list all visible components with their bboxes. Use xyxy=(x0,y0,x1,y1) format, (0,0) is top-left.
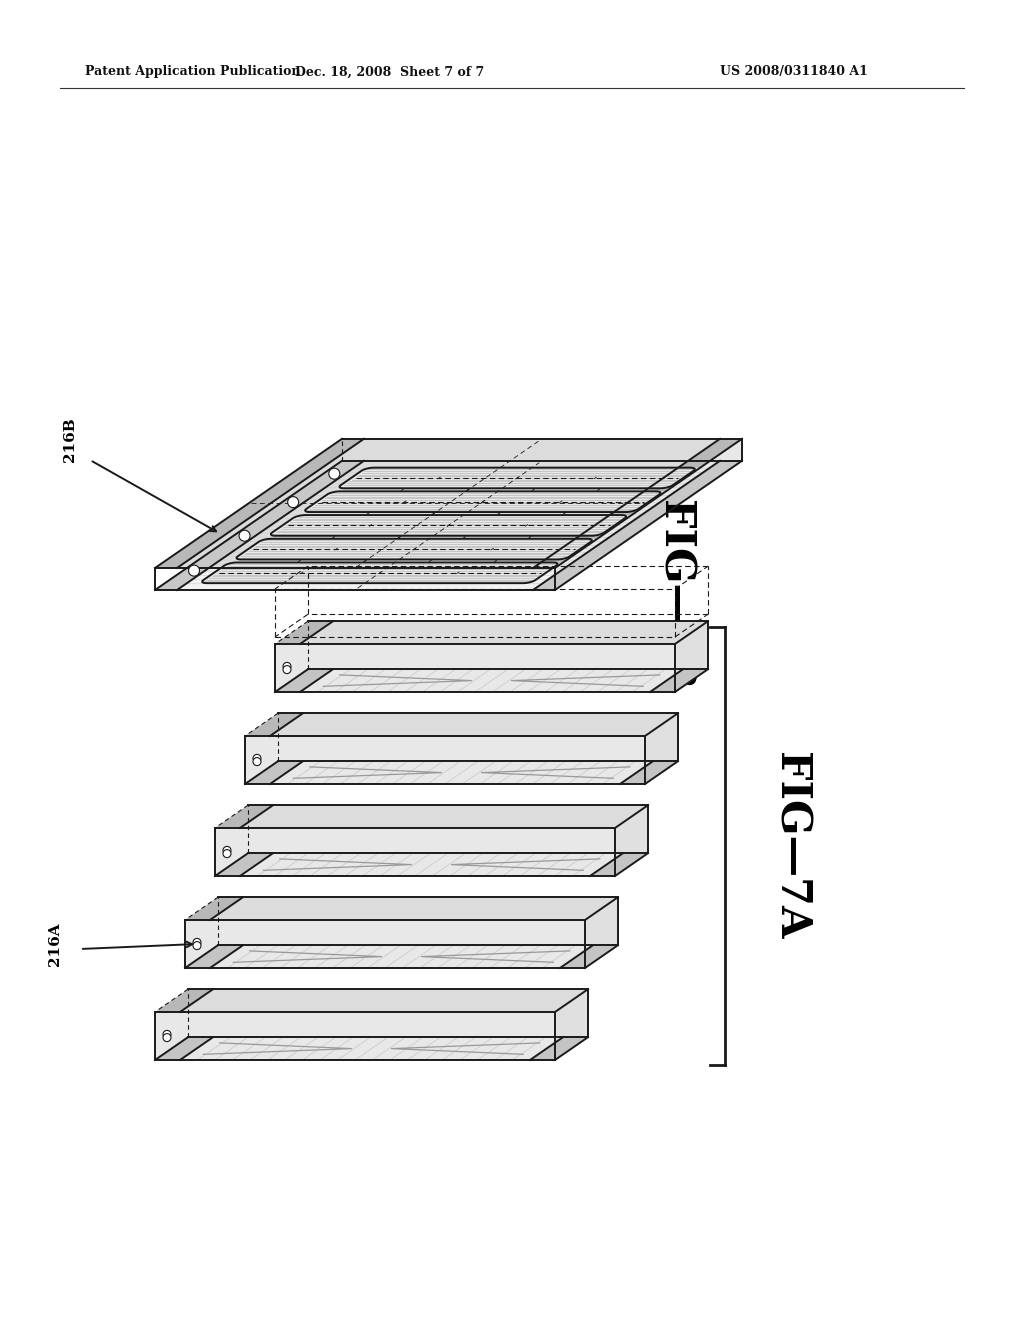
Text: Dec. 18, 2008  Sheet 7 of 7: Dec. 18, 2008 Sheet 7 of 7 xyxy=(295,66,484,78)
Text: Patent Application Publication: Patent Application Publication xyxy=(85,66,300,78)
Polygon shape xyxy=(275,669,333,692)
Polygon shape xyxy=(155,1012,555,1060)
Polygon shape xyxy=(560,945,618,968)
Circle shape xyxy=(283,665,291,673)
Polygon shape xyxy=(245,713,303,737)
Polygon shape xyxy=(155,989,213,1012)
Polygon shape xyxy=(645,713,678,784)
Circle shape xyxy=(193,939,201,946)
Circle shape xyxy=(163,1034,171,1041)
Polygon shape xyxy=(185,945,618,968)
Circle shape xyxy=(188,565,200,576)
Polygon shape xyxy=(155,1038,588,1060)
Polygon shape xyxy=(155,438,742,568)
Polygon shape xyxy=(215,853,648,876)
Circle shape xyxy=(288,496,299,508)
Polygon shape xyxy=(275,622,708,644)
Polygon shape xyxy=(199,562,561,583)
Circle shape xyxy=(223,850,231,858)
Polygon shape xyxy=(245,762,303,784)
Polygon shape xyxy=(336,467,698,488)
Polygon shape xyxy=(650,669,708,692)
Text: FIG—7B: FIG—7B xyxy=(654,500,696,690)
Polygon shape xyxy=(155,989,588,1012)
Polygon shape xyxy=(215,805,648,828)
Polygon shape xyxy=(530,1038,588,1060)
Polygon shape xyxy=(585,898,618,968)
Text: US 2008/0311840 A1: US 2008/0311840 A1 xyxy=(720,66,868,78)
Polygon shape xyxy=(302,491,664,512)
Circle shape xyxy=(223,846,231,854)
Circle shape xyxy=(329,469,340,479)
Polygon shape xyxy=(233,539,595,560)
Polygon shape xyxy=(555,438,742,590)
Polygon shape xyxy=(185,898,618,920)
Polygon shape xyxy=(155,438,364,568)
Polygon shape xyxy=(215,805,273,828)
Text: 216A: 216A xyxy=(48,923,62,966)
Polygon shape xyxy=(185,898,243,920)
Polygon shape xyxy=(275,644,675,692)
Polygon shape xyxy=(185,945,243,968)
Polygon shape xyxy=(267,515,630,536)
Polygon shape xyxy=(155,461,742,590)
Polygon shape xyxy=(185,920,585,968)
Text: 216B: 216B xyxy=(63,417,77,462)
Circle shape xyxy=(163,1031,171,1039)
Polygon shape xyxy=(620,762,678,784)
Polygon shape xyxy=(155,461,364,590)
Polygon shape xyxy=(534,461,742,590)
Circle shape xyxy=(283,663,291,671)
Polygon shape xyxy=(245,713,678,737)
Polygon shape xyxy=(534,438,742,568)
Polygon shape xyxy=(245,762,678,784)
Polygon shape xyxy=(215,853,273,876)
Circle shape xyxy=(253,755,261,763)
Polygon shape xyxy=(155,1038,213,1060)
Text: FIG—7A: FIG—7A xyxy=(769,752,811,940)
Polygon shape xyxy=(555,989,588,1060)
Polygon shape xyxy=(215,828,615,876)
Polygon shape xyxy=(675,622,708,692)
Circle shape xyxy=(193,941,201,949)
Circle shape xyxy=(253,758,261,766)
Polygon shape xyxy=(590,853,648,876)
Polygon shape xyxy=(245,737,645,784)
Circle shape xyxy=(239,531,250,541)
Polygon shape xyxy=(275,622,333,644)
Polygon shape xyxy=(615,805,648,876)
Polygon shape xyxy=(275,669,708,692)
